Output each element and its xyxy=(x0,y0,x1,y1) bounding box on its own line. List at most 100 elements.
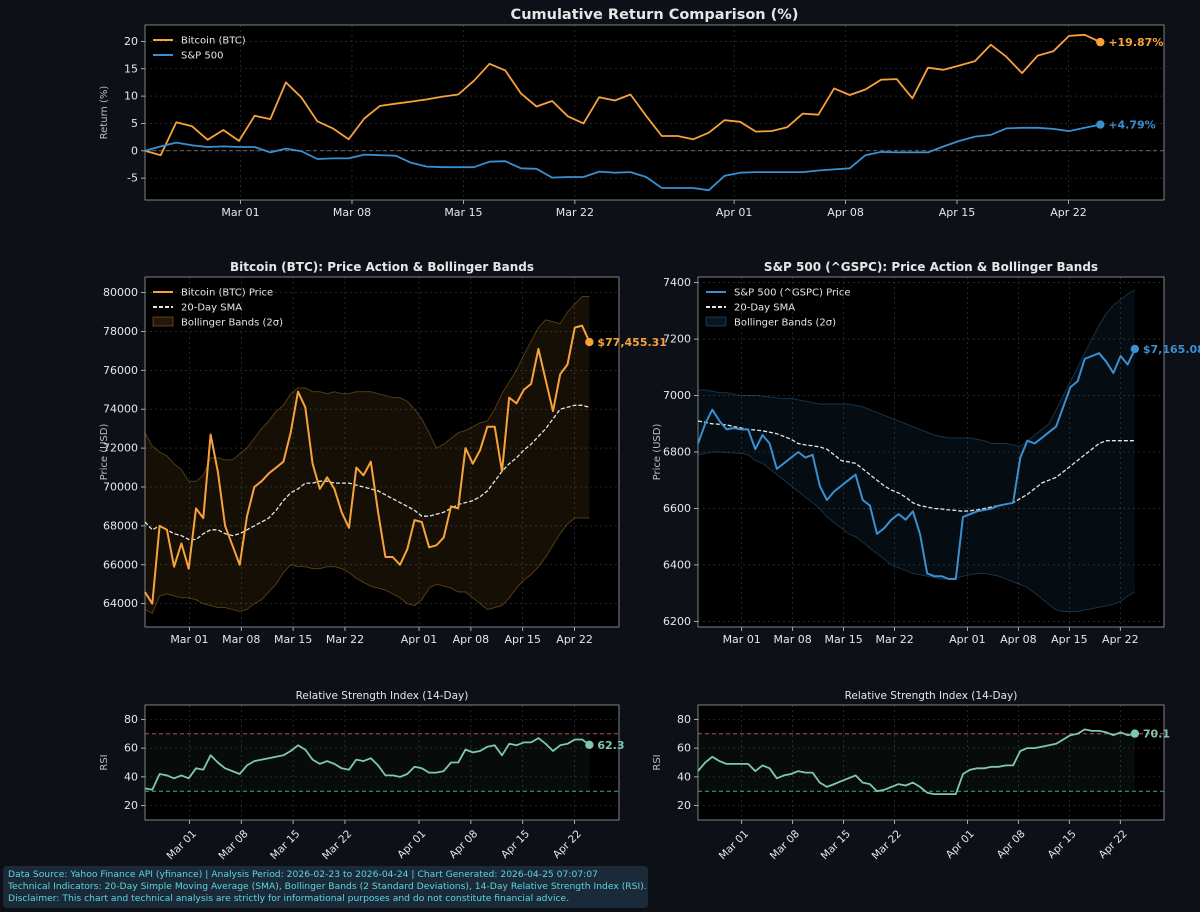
series-line-btc xyxy=(144,33,1101,157)
tick-label-x: Mar 01 xyxy=(723,633,761,646)
end-value-label: 62.3 xyxy=(597,739,624,752)
axis-label-y: RSI xyxy=(99,754,110,770)
tick-label-y: 72000 xyxy=(103,442,138,455)
tick-label-x: Apr 01 xyxy=(949,633,986,646)
tick-label-x: Apr 08 xyxy=(1000,633,1037,646)
btc-rsi-chart: 20 40 60 80 Mar 01 Mar 08 Mar 15 Mar 22 Apr 01 Ap… xyxy=(99,690,625,862)
bollinger-upper-line xyxy=(698,289,1136,447)
tick-label-y: 15 xyxy=(124,62,138,75)
axis-label-y: RSI xyxy=(652,754,663,770)
bollinger-upper-line xyxy=(144,295,590,482)
tick-label-y: 80 xyxy=(124,713,138,726)
tick-label-y: 80000 xyxy=(103,286,138,299)
tick-label-x: Mar 01 xyxy=(170,633,208,646)
cumulative-return-chart: -5 0 5 10 15 20 Mar 01 Mar 08 Mar 15 Mar 22 Apr 01… xyxy=(99,7,1165,219)
tick-label-x: Apr 01 xyxy=(716,206,753,219)
plot-area xyxy=(145,705,619,820)
end-point-marker xyxy=(1130,729,1140,738)
tick-label-x: Apr 22 xyxy=(556,633,593,646)
chart-title: Cumulative Return Comparison (%) xyxy=(511,7,799,23)
tick-label-y: 10 xyxy=(124,90,138,103)
tick-label-x: Apr 08 xyxy=(453,633,490,646)
bollinger-lower-line xyxy=(697,451,1136,612)
rsi-line xyxy=(144,737,590,791)
tick-label-x: Mar 22 xyxy=(875,633,913,646)
tick-label-x: Apr 15 xyxy=(499,828,532,861)
price-line xyxy=(144,324,591,605)
tick-label-y: 68000 xyxy=(103,519,138,532)
tick-label-x: Apr 08 xyxy=(447,828,480,861)
legend-entry-label: Bitcoin (BTC) Price xyxy=(181,288,273,299)
tick-label-x: Apr 01 xyxy=(401,633,438,646)
tick-label-x: Mar 08 xyxy=(768,828,802,862)
tick-label-x: Mar 15 xyxy=(268,828,302,862)
plot-border xyxy=(144,24,1165,201)
legend-entry-label: S&P 500 (^GSPC) Price xyxy=(734,288,850,299)
sma-line xyxy=(697,420,1135,512)
spx-rsi-chart: 20 40 60 80 Mar 01 Mar 08 Mar 15 Mar 22 Apr 01 Ap… xyxy=(652,690,1170,862)
tick-label-x: Apr 15 xyxy=(1046,828,1079,861)
tick-label-x: Mar 01 xyxy=(717,828,751,862)
legend-entry-label: Bitcoin (BTC) xyxy=(181,36,246,47)
tick-label-x: Mar 01 xyxy=(164,828,198,862)
plot-area xyxy=(145,277,619,627)
tick-label-y: 6200 xyxy=(663,615,691,628)
footer-info-box: Data Source: Yahoo Finance API (yfinance… xyxy=(3,866,648,908)
bollinger-lower-line xyxy=(144,517,590,615)
axis-label-y: Price (USD) xyxy=(99,424,110,481)
tick-label-x: Mar 15 xyxy=(274,633,312,646)
plot-border xyxy=(697,704,1165,821)
rsi-line xyxy=(697,728,1136,795)
tick-label-x: Mar 01 xyxy=(221,206,259,219)
tick-label-x: Mar 08 xyxy=(222,633,260,646)
tick-label-y: 20 xyxy=(124,35,138,48)
tick-label-x: Apr 15 xyxy=(504,633,541,646)
legend-entry-label: Bollinger Bands (2σ) xyxy=(181,318,283,329)
bollinger-band-area xyxy=(698,289,1135,612)
tick-label-x: Mar 22 xyxy=(556,206,594,219)
tick-label-x: Apr 15 xyxy=(1051,633,1088,646)
tick-label-y: 7400 xyxy=(663,276,691,289)
tick-label-y: 70000 xyxy=(103,481,138,494)
tick-label-y: 66000 xyxy=(103,558,138,571)
end-point-marker xyxy=(1096,120,1105,129)
chart-title: S&P 500 (^GSPC): Price Action & Bollinge… xyxy=(764,260,1098,274)
rsi-neutral-zone xyxy=(698,733,1135,792)
tick-label-x: Apr 22 xyxy=(1050,206,1087,219)
legend-swatch xyxy=(705,316,727,327)
end-point-marker xyxy=(585,337,594,347)
tick-label-y: 20 xyxy=(677,799,691,812)
axis-label-y: Price (USD) xyxy=(652,424,663,481)
plot-area xyxy=(698,705,1164,820)
tick-label-x: Mar 22 xyxy=(326,633,364,646)
plot-area xyxy=(145,25,1164,200)
tick-label-x: Apr 08 xyxy=(827,206,864,219)
chart-title: Relative Strength Index (14-Day) xyxy=(296,690,469,702)
tick-label-y: 76000 xyxy=(103,364,138,377)
tick-label-y: 40 xyxy=(677,770,691,783)
tick-label-y: 80 xyxy=(677,713,691,726)
tick-label-y: 7200 xyxy=(663,333,691,346)
tick-label-y: 78000 xyxy=(103,325,138,338)
end-point-marker xyxy=(1130,344,1140,354)
footer-disclaimer: Disclaimer: This chart and technical ana… xyxy=(8,893,570,904)
footer-data-source: Data Source: Yahoo Finance API (yfinance… xyxy=(8,869,598,880)
tick-label-x: Apr 08 xyxy=(995,828,1028,861)
sma-line xyxy=(144,404,590,541)
end-value-label: $77,455.31 xyxy=(597,336,667,349)
tick-label-x: Mar 08 xyxy=(333,206,371,219)
legend-entry-label: 20-Day SMA xyxy=(734,303,795,314)
tick-label-y: 0 xyxy=(131,144,138,157)
tick-label-y: 5 xyxy=(131,117,138,130)
tick-label-y: 6600 xyxy=(663,502,691,515)
end-point-marker xyxy=(585,740,594,750)
tick-label-x: Mar 22 xyxy=(320,828,354,862)
legend-entry-label: Bollinger Bands (2σ) xyxy=(734,318,836,329)
tick-label-y: 20 xyxy=(124,799,138,812)
axis-label-y: Return (%) xyxy=(99,86,110,140)
tick-label-x: Apr 01 xyxy=(395,828,428,861)
tick-label-y: 60 xyxy=(677,742,691,755)
btc-price-chart: 64000 66000 68000 70000 72000 74000 76000 78000… xyxy=(99,260,667,646)
price-line xyxy=(697,348,1136,580)
